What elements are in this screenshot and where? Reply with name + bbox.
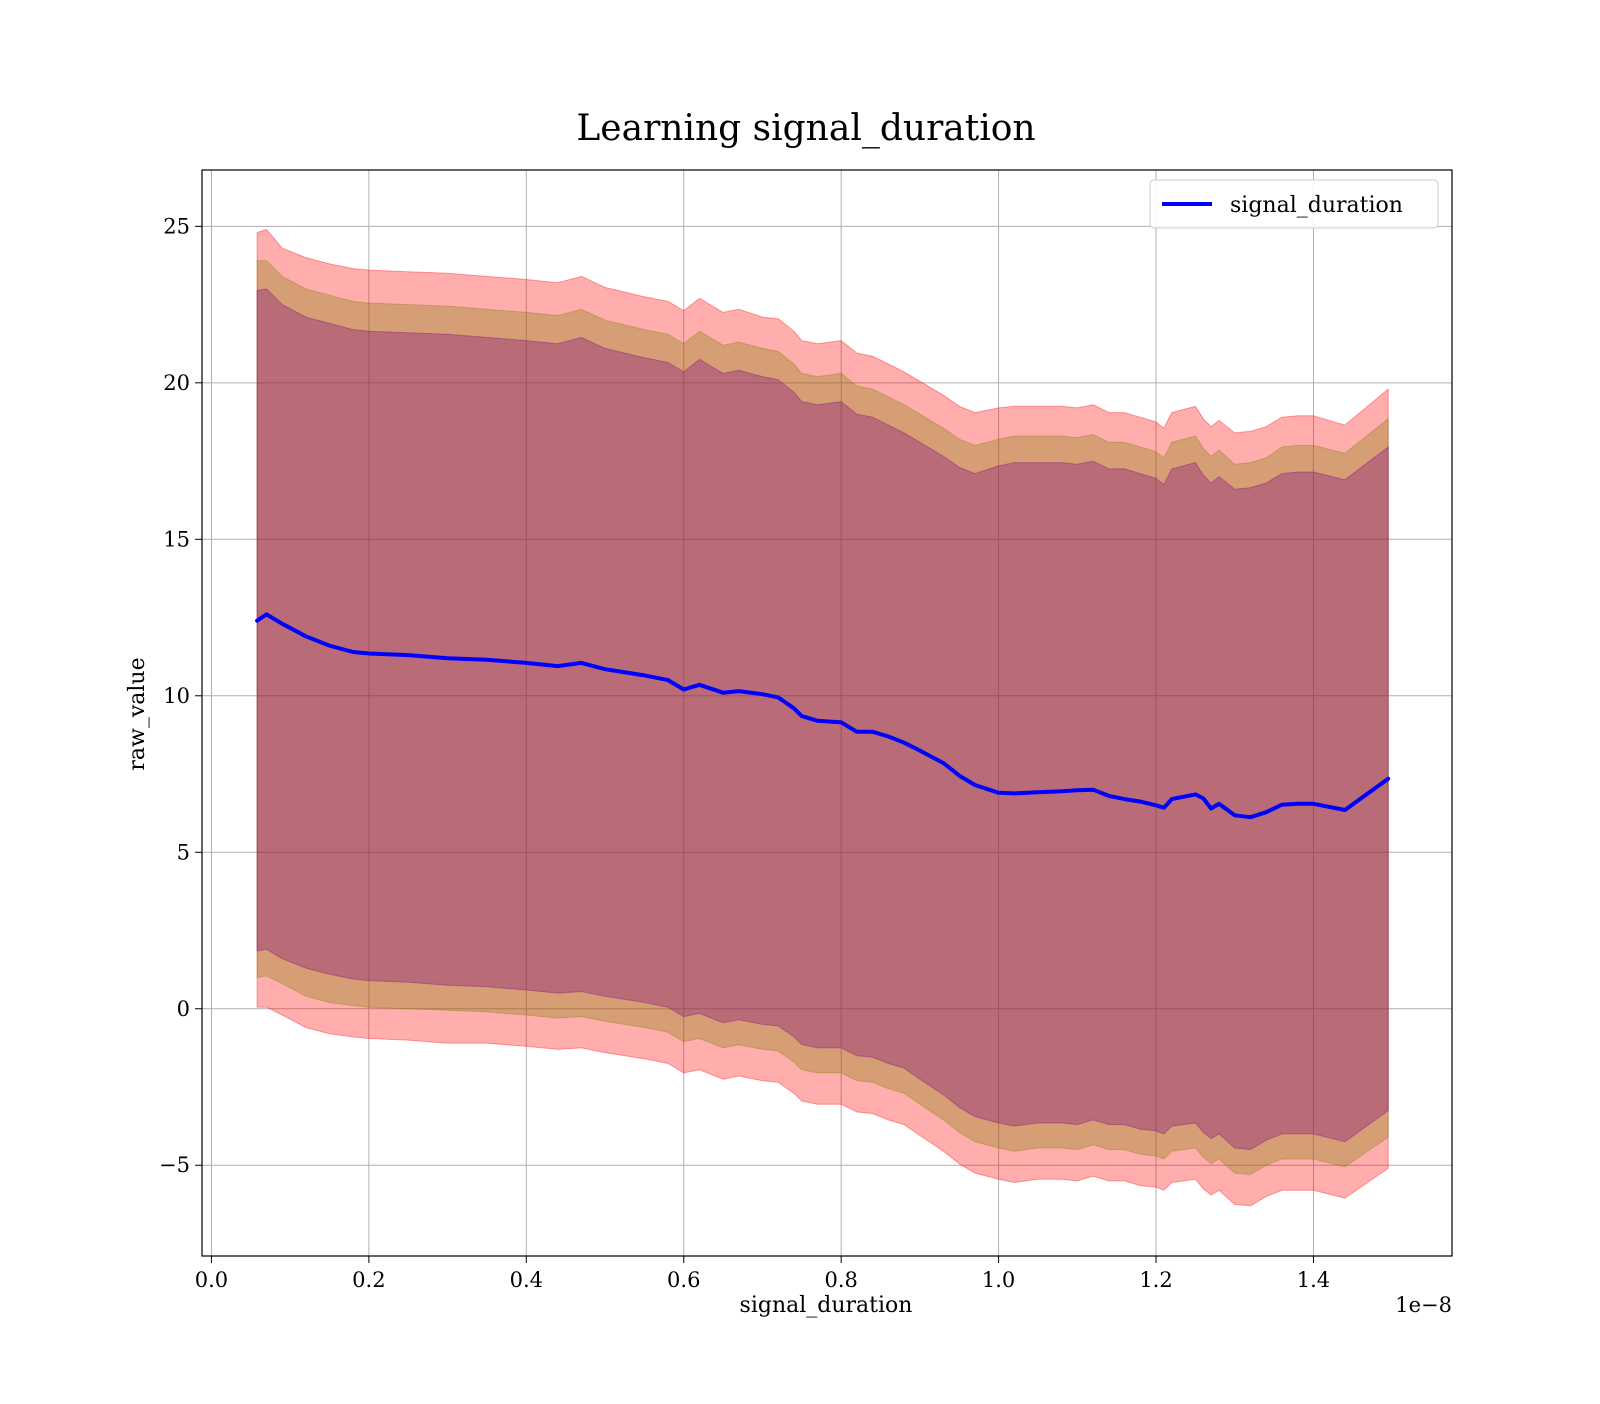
y-tick-label: 0: [177, 997, 190, 1021]
x-tick-label: 0.2: [352, 1268, 385, 1292]
plot-frame: [201, 169, 1453, 1257]
y-tick-label: 15: [163, 527, 190, 551]
x-tick-label: 0.4: [510, 1268, 543, 1292]
series-line-signal-duration: [255, 612, 1391, 820]
x-axis-offset-label: 1e−8: [1395, 1293, 1452, 1317]
legend-box: [1149, 179, 1439, 229]
x-tick-label: 0.0: [195, 1268, 228, 1292]
x-tick-label: 1.4: [1297, 1268, 1330, 1292]
y-axis-label: raw_value: [125, 657, 150, 770]
x-tick-label: 1.0: [982, 1268, 1015, 1292]
y-tick-label: 10: [163, 684, 190, 708]
y-tick-label: −5: [159, 1153, 190, 1177]
x-tick-label: 0.6: [667, 1268, 700, 1292]
series-lines: [255, 612, 1391, 820]
x-tick-label: 1.2: [1139, 1268, 1172, 1292]
grid-lines: [202, 170, 1452, 1256]
y-axis: −5 0 5 10 15 20 25: [159, 214, 202, 1177]
x-axis-label: signal_duration: [740, 1293, 913, 1318]
plot-background: [202, 170, 1452, 1256]
legend-label-signal-duration: signal_duration: [1230, 193, 1403, 218]
y-tick-label: 5: [177, 840, 190, 864]
x-tick-label: 0.8: [824, 1268, 857, 1292]
x-axis: 0.0 0.2 0.4 0.6 0.8 1.0 1.2 1.4: [195, 1256, 1330, 1292]
chart-title: Learning signal_duration: [576, 108, 1035, 149]
legend: signal_duration: [1149, 179, 1439, 229]
middle-confidence-band: [256, 260, 1389, 1176]
y-tick-label: 25: [163, 214, 190, 238]
outer-confidence-band: [256, 228, 1389, 1207]
plot-area: [201, 169, 1453, 1257]
y-tick-label: 20: [163, 371, 190, 395]
